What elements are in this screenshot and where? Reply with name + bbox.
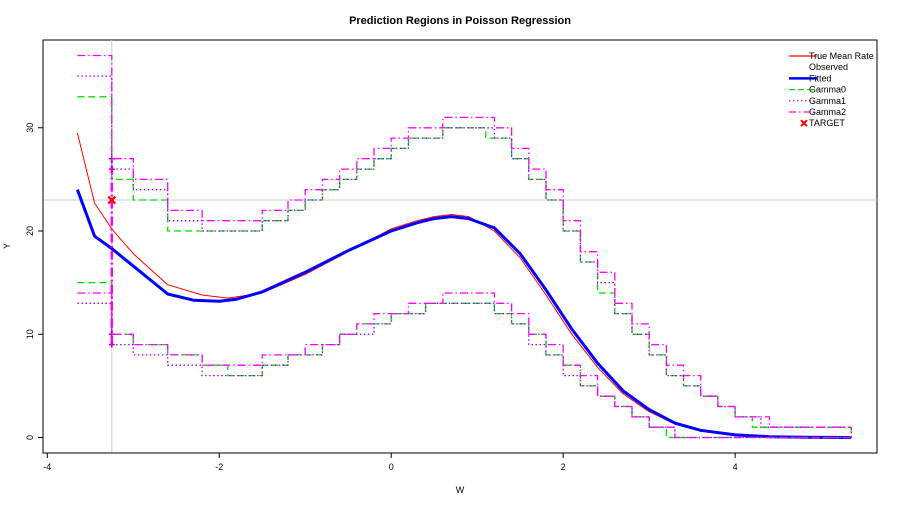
- legend-label: Gamma2: [809, 107, 846, 117]
- y-tick-label: 10: [25, 329, 35, 339]
- y-axis-label: Y: [2, 243, 12, 249]
- legend-label: TARGET: [809, 118, 845, 128]
- interval-endpoint-marker: [108, 155, 115, 162]
- series-line-true-mean-rate: [76, 132, 852, 438]
- legend-item-gamma0: Gamma0: [789, 85, 846, 95]
- chart-title: Prediction Regions in Poisson Regression: [349, 15, 571, 27]
- target-markers: [107, 155, 117, 348]
- plot-frame: [42, 39, 878, 454]
- legend-label: Observed: [809, 62, 848, 72]
- y-tick-label: 0: [25, 435, 35, 440]
- target-marker: [107, 195, 117, 205]
- x-axis-label: W: [456, 485, 465, 495]
- reference-lines: [43, 40, 877, 453]
- x-tick-label: -2: [215, 462, 223, 472]
- legend-label: True Mean Rate: [809, 51, 874, 61]
- series-line-gamma0-upper: [77, 96, 852, 438]
- interval-endpoint-marker: [108, 166, 115, 173]
- legend-item-fitted: Fitted: [789, 73, 832, 83]
- series-line-fitted: [75, 189, 852, 439]
- x-axis: -4 -2 0 2 4: [43, 452, 738, 472]
- interval-endpoint-marker: [108, 341, 115, 348]
- x-tick-label: 2: [561, 462, 566, 472]
- series-layer: [75, 54, 852, 439]
- series-line-gamma1-upper: [77, 75, 852, 438]
- x-tick-label: -4: [43, 462, 51, 472]
- y-tick-label: 20: [25, 226, 35, 236]
- y-axis: 0 10 20 30: [25, 123, 44, 440]
- legend-item-observed: Observed: [809, 62, 848, 72]
- legend-item-gamma2: Gamma2: [789, 107, 846, 117]
- x-tick-label: 4: [733, 462, 738, 472]
- y-tick-label: 30: [25, 123, 35, 133]
- legend-item-target: TARGET: [800, 118, 845, 128]
- x-tick-label: 0: [389, 462, 394, 472]
- legend-label: Gamma0: [809, 85, 846, 95]
- legend-label: Gamma1: [809, 96, 846, 106]
- series-line-gamma2-lower: [77, 292, 852, 439]
- interval-endpoint-marker: [108, 331, 115, 338]
- legend-item-true-mean-rate: True Mean Rate: [789, 51, 874, 61]
- legend-item-gamma1: Gamma1: [789, 96, 846, 106]
- legend-swatch: [800, 119, 808, 127]
- series-line-gamma2-upper: [77, 54, 852, 428]
- legend-label: Fitted: [809, 73, 832, 83]
